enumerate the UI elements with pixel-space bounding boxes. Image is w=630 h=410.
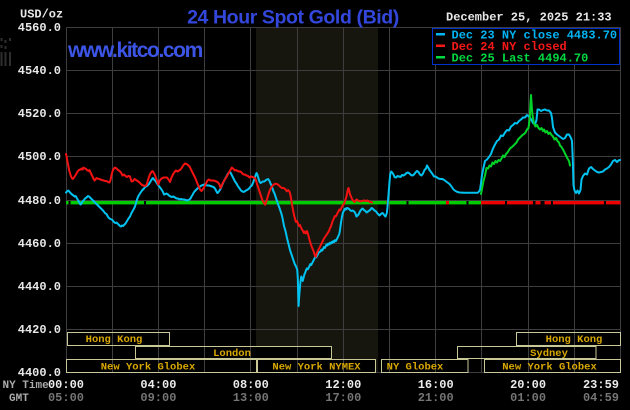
svg-text:Hong Kong: Hong Kong (86, 334, 143, 346)
svg-text:09:00: 09:00 (140, 391, 176, 405)
svg-text:New York Globex: New York Globex (101, 362, 196, 374)
svg-text:05:00: 05:00 (48, 391, 84, 405)
svg-text:4420.0: 4420.0 (18, 323, 61, 337)
svg-text:4540.0: 4540.0 (18, 64, 61, 78)
svg-text:01:00: 01:00 (510, 391, 546, 405)
svg-text:Hong Kong: Hong Kong (546, 334, 603, 346)
svg-text:23:59: 23:59 (583, 378, 619, 392)
svg-text:21:00: 21:00 (418, 391, 454, 405)
svg-text:New York NYMEX: New York NYMEX (272, 362, 361, 374)
svg-text:4440.0: 4440.0 (18, 280, 61, 294)
svg-text:Dec 23 NY close 4483.70: Dec 23 NY close 4483.70 (452, 29, 618, 43)
svg-text:24 Hour Spot Gold (Bid): 24 Hour Spot Gold (Bid) (187, 7, 399, 29)
svg-text:Dec 25 Last 4494.70: Dec 25 Last 4494.70 (452, 52, 589, 66)
svg-text:Dec 24 NY closed: Dec 24 NY closed (452, 40, 567, 54)
svg-text:4520.0: 4520.0 (18, 107, 61, 121)
svg-text:08:00: 08:00 (233, 378, 269, 392)
svg-text:13:00: 13:00 (233, 391, 269, 405)
svg-text:04:00: 04:00 (140, 378, 176, 392)
svg-text:4460.0: 4460.0 (18, 237, 61, 251)
svg-text:4500.0: 4500.0 (18, 150, 61, 164)
svg-text:GMT: GMT (9, 393, 29, 405)
svg-text:16:00: 16:00 (418, 378, 454, 392)
svg-text:New York Globex: New York Globex (502, 362, 597, 374)
svg-text:12:00: 12:00 (325, 378, 361, 392)
svg-text:04:59: 04:59 (583, 391, 619, 405)
svg-text:4400.0: 4400.0 (18, 366, 61, 380)
svg-text:USD/oz: USD/oz (20, 8, 63, 22)
svg-text:NY Globex: NY Globex (387, 362, 444, 374)
svg-text:Sydney: Sydney (530, 348, 569, 360)
svg-text:17:00: 17:00 (325, 391, 361, 405)
svg-text:London: London (213, 348, 251, 360)
svg-text:20:00: 20:00 (510, 378, 546, 392)
svg-text:4560.0: 4560.0 (18, 21, 61, 35)
svg-text:4480.0: 4480.0 (18, 194, 61, 208)
svg-text:NY Time: NY Time (3, 380, 50, 392)
svg-text:www.kitco.com: www.kitco.com (67, 39, 203, 62)
svg-text:December 25, 2025 21:33: December 25, 2025 21:33 (446, 11, 612, 25)
svg-text:00:00: 00:00 (48, 378, 84, 392)
